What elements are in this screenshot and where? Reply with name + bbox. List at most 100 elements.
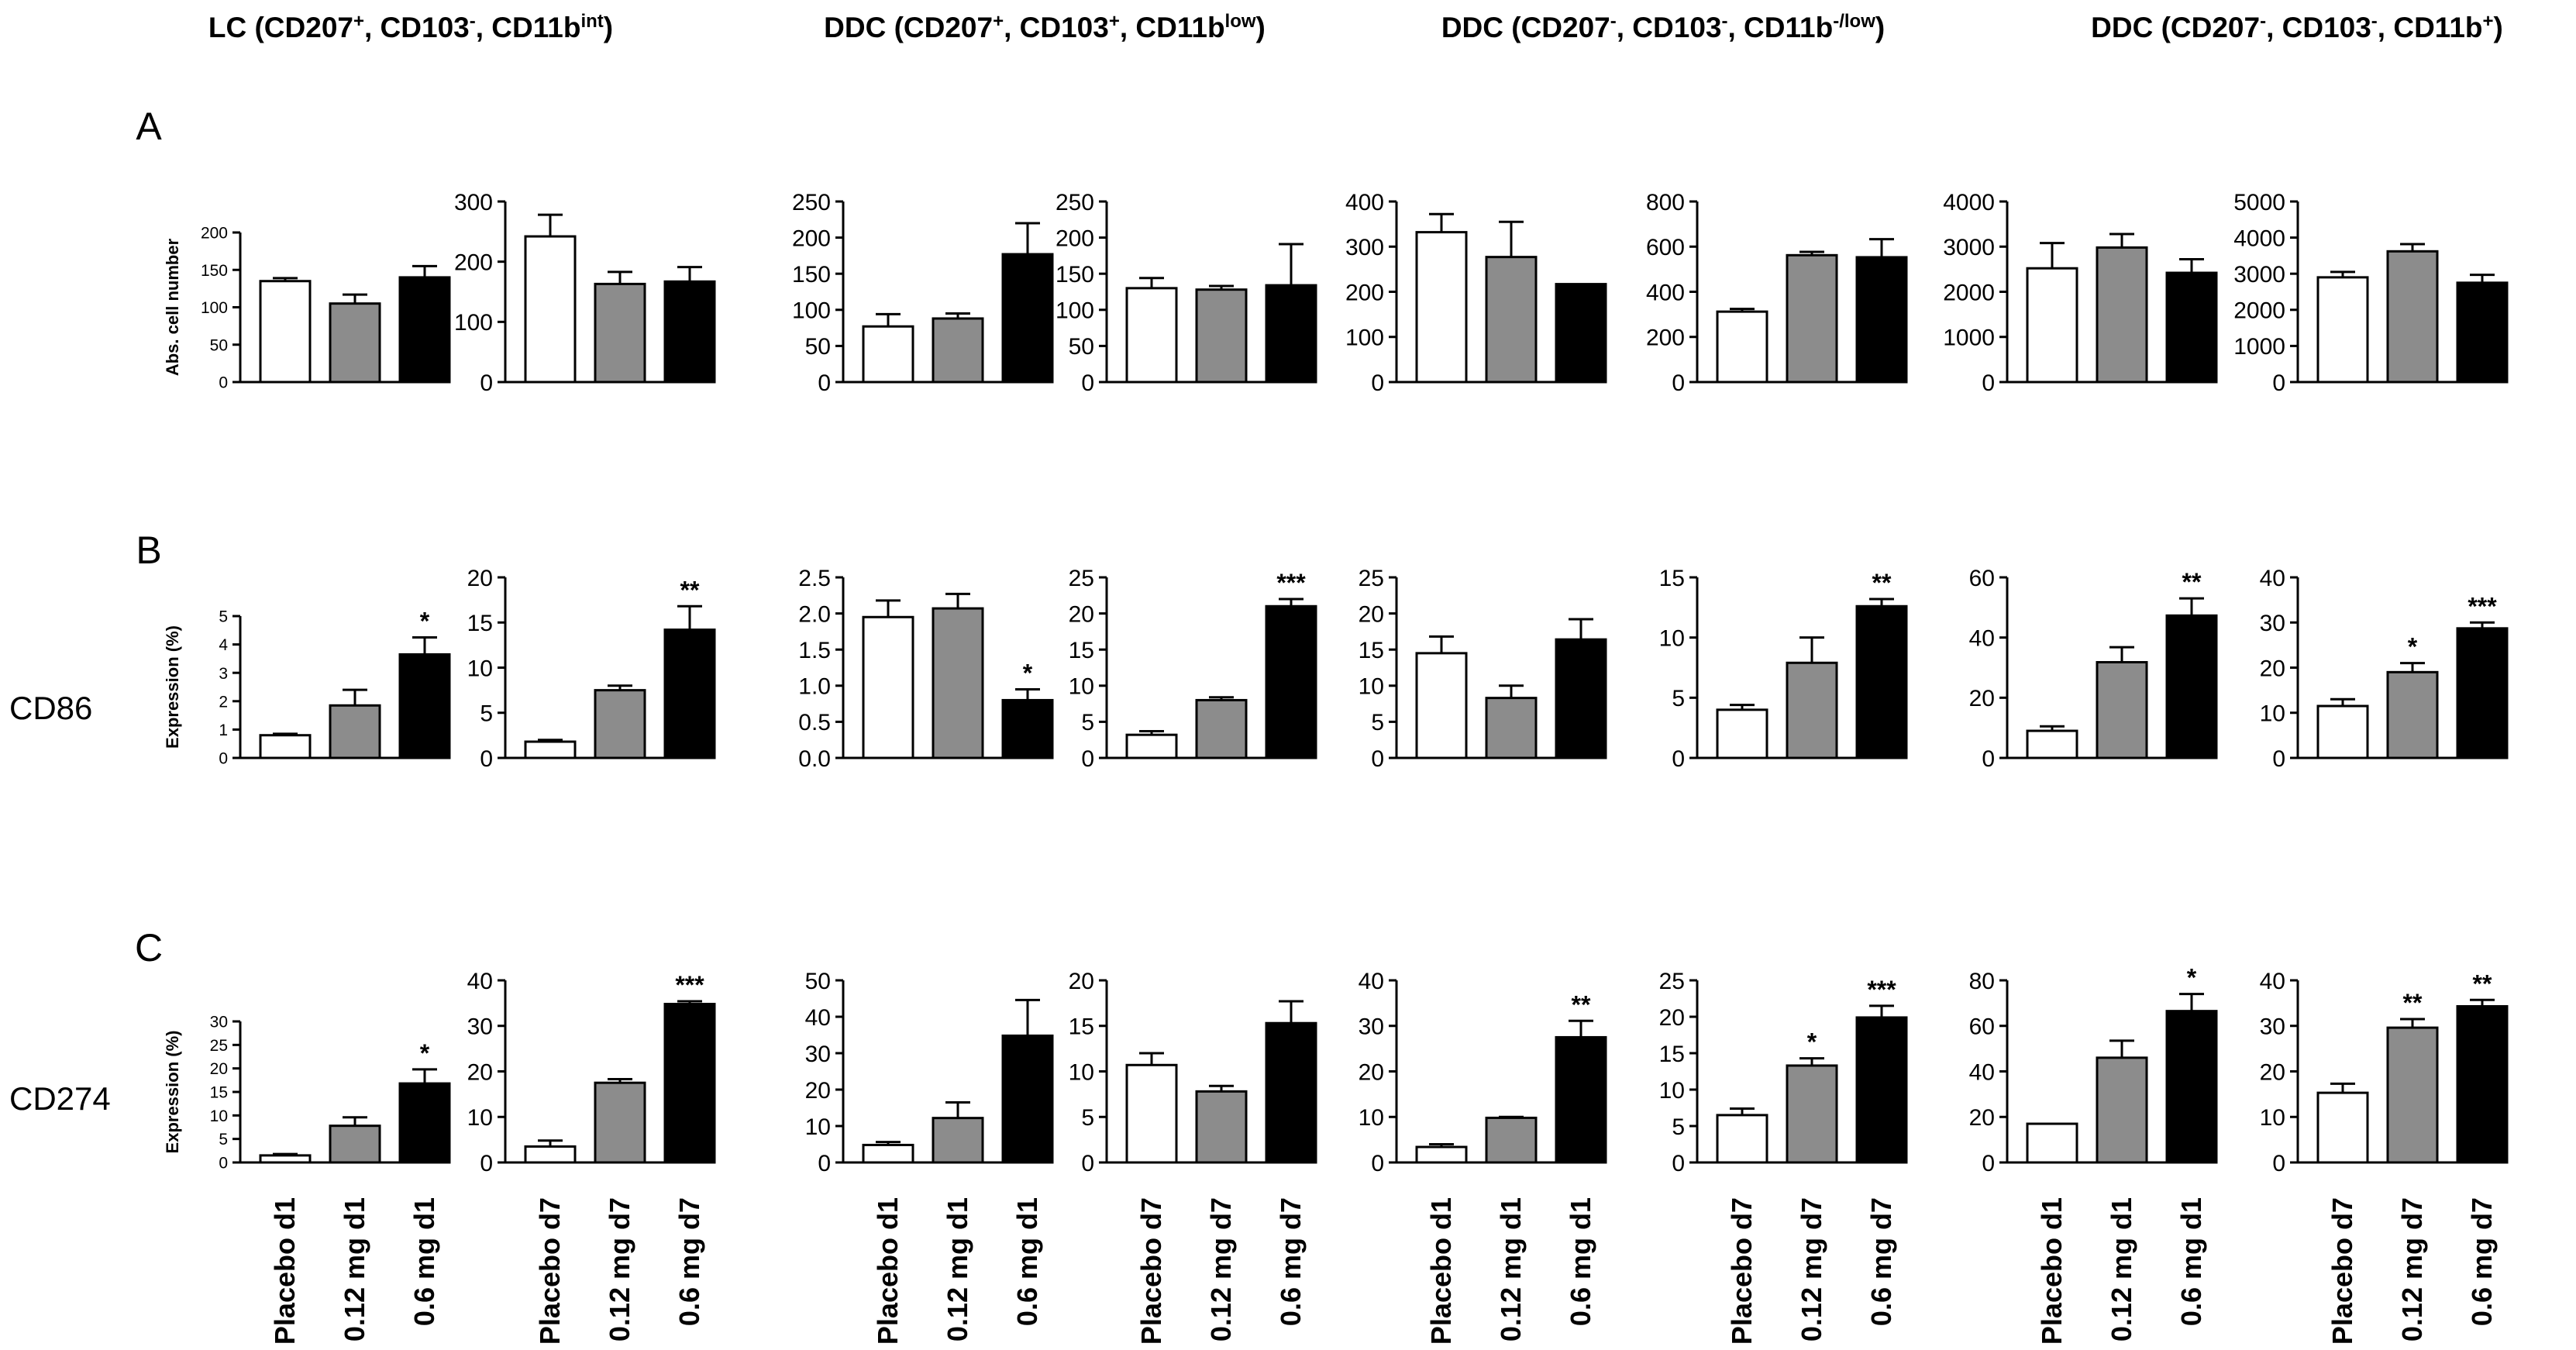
- y-tick-label: 5: [1081, 710, 1094, 735]
- header-superscript: -: [2371, 11, 2378, 32]
- y-tick-label: 30: [1359, 1014, 1384, 1040]
- column-header-1: LC (CD207+, CD103-, CD11bint): [208, 11, 613, 44]
- y-tick-label: 15: [1659, 566, 1685, 591]
- bar-3: [663, 280, 716, 384]
- x-category-label: 0.12 mg d7: [2396, 1197, 2428, 1341]
- bar-3: [1855, 604, 1908, 759]
- y-tick-label: 20: [467, 566, 493, 591]
- bar-3: [1001, 1034, 1054, 1164]
- header-superscript: +: [2483, 11, 2494, 32]
- y-tick-label: 0: [2272, 370, 2285, 396]
- chart-panel-A7: 0 1000 2000 3000 4000: [1943, 190, 2218, 396]
- bar-2: [2096, 246, 2148, 384]
- y-tick-label: 20: [1069, 969, 1094, 994]
- y-tick-label: 2000: [1943, 280, 1995, 305]
- bar-3: [1265, 604, 1317, 759]
- significance-marker: **: [1872, 569, 1892, 597]
- y-tick-label: 250: [1056, 190, 1094, 215]
- chart-panel-B7: 0 20 40 60 **: [1969, 566, 2218, 772]
- bar-3: [2456, 627, 2509, 759]
- header-superscript: -: [470, 11, 476, 32]
- y-tick-label: 10: [805, 1114, 831, 1140]
- y-tick-label: 20: [1359, 1059, 1384, 1085]
- y-tick-label: 400: [1345, 190, 1384, 215]
- y-tick-label: 3: [219, 665, 228, 683]
- bar-2: [2096, 661, 2148, 759]
- y-tick-label: 25: [1659, 969, 1685, 994]
- y-tick-label: 50: [805, 969, 831, 994]
- y-tick-label: 5: [219, 608, 228, 626]
- y-tick-label: 800: [1646, 190, 1685, 215]
- y-tick-label: 200: [1345, 280, 1384, 305]
- bar-1: [259, 734, 312, 759]
- x-category-label: 0.6 mg d7: [673, 1197, 705, 1326]
- bar-2: [594, 1081, 646, 1164]
- y-tick-label: 1.0: [798, 674, 831, 700]
- y-tick-label: 100: [1345, 325, 1384, 351]
- y-tick-label: 15: [1659, 1042, 1685, 1067]
- y-tick-label: 10: [1069, 1059, 1094, 1085]
- y-tick-label: 0: [818, 370, 831, 396]
- bar-3: [1855, 1016, 1908, 1164]
- row-labels: A B C CD86 CD274: [9, 105, 163, 1117]
- bar-3: [2456, 1004, 2509, 1164]
- bar-1: [259, 1154, 312, 1164]
- y-tick-label: 1.5: [798, 638, 831, 663]
- x-category-label: Placebo d1: [2036, 1197, 2068, 1345]
- y-tick-label: 300: [454, 190, 493, 215]
- bar-3: [663, 629, 716, 759]
- y-tick-label: 600: [1646, 235, 1685, 260]
- chart-panel-C7: 0 20 40 60 80 *: [1969, 964, 2218, 1176]
- y-tick-label: 20: [2260, 1059, 2285, 1085]
- bar-2: [329, 1124, 381, 1164]
- bar-1: [2026, 1122, 2078, 1164]
- header-text: ): [604, 12, 613, 43]
- bar-1: [2026, 729, 2078, 759]
- bar-1: [1125, 1063, 1178, 1164]
- chart-panel-A6: 0 200 400 600 800: [1646, 190, 1908, 396]
- bar-3: [2456, 281, 2509, 384]
- chart-panel-B1: 0 1 2 3 4 5 Expression (%) *: [163, 607, 451, 768]
- x-category-label: Placebo d7: [1135, 1197, 1167, 1345]
- y-tick-label: 30: [805, 1042, 831, 1067]
- y-tick-label: 40: [2260, 969, 2285, 994]
- y-tick-label: 20: [467, 1059, 493, 1085]
- x-category-label: 0.6 mg d1: [1565, 1197, 1596, 1326]
- y-tick-label: 200: [1056, 226, 1094, 251]
- y-tick-label: 2.5: [798, 566, 831, 591]
- bar-2: [1485, 1116, 1538, 1164]
- x-category-label: 0.6 mg d1: [408, 1197, 440, 1326]
- bar-1: [1415, 652, 1468, 759]
- chart-panel-B5: 0 5 10 15 20 25: [1359, 566, 1607, 772]
- y-tick-label: 0: [480, 1151, 493, 1176]
- bar-2: [1195, 698, 1248, 759]
- y-tick-label: 0.5: [798, 710, 831, 735]
- y-tick-label: 2.0: [798, 601, 831, 627]
- y-tick-label: 20: [1969, 1105, 1995, 1131]
- y-tick-label: 0: [1672, 1151, 1685, 1176]
- row-marker-CD86: CD86: [9, 690, 92, 726]
- y-tick-label: 0: [219, 750, 228, 768]
- bar-1: [1716, 1114, 1768, 1164]
- y-tick-label: 10: [1359, 1105, 1384, 1131]
- y-tick-label: 10: [467, 1105, 493, 1131]
- x-category-label: Placebo d1: [269, 1197, 301, 1345]
- y-tick-label: 5: [219, 1131, 228, 1149]
- y-tick-label: 5000: [2233, 190, 2285, 215]
- bar-3: [398, 653, 451, 759]
- bar-2: [594, 689, 646, 759]
- y-tick-label: 200: [201, 225, 228, 243]
- y-tick-label: 50: [1069, 334, 1094, 360]
- y-tick-label: 0: [480, 370, 493, 396]
- y-tick-label: 80: [1969, 969, 1995, 994]
- chart-panel-B4: 0 5 10 15 20 25 ***: [1069, 566, 1317, 772]
- bar-2: [2096, 1056, 2148, 1164]
- y-tick-label: 60: [1969, 566, 1995, 591]
- bar-1: [2316, 704, 2369, 759]
- bar-3: [2165, 271, 2218, 384]
- y-tick-label: 150: [1056, 262, 1094, 288]
- y-tick-label: 20: [210, 1060, 228, 1078]
- x-category-label: 0.12 mg d1: [1495, 1197, 1527, 1341]
- y-tick-label: 50: [210, 336, 228, 354]
